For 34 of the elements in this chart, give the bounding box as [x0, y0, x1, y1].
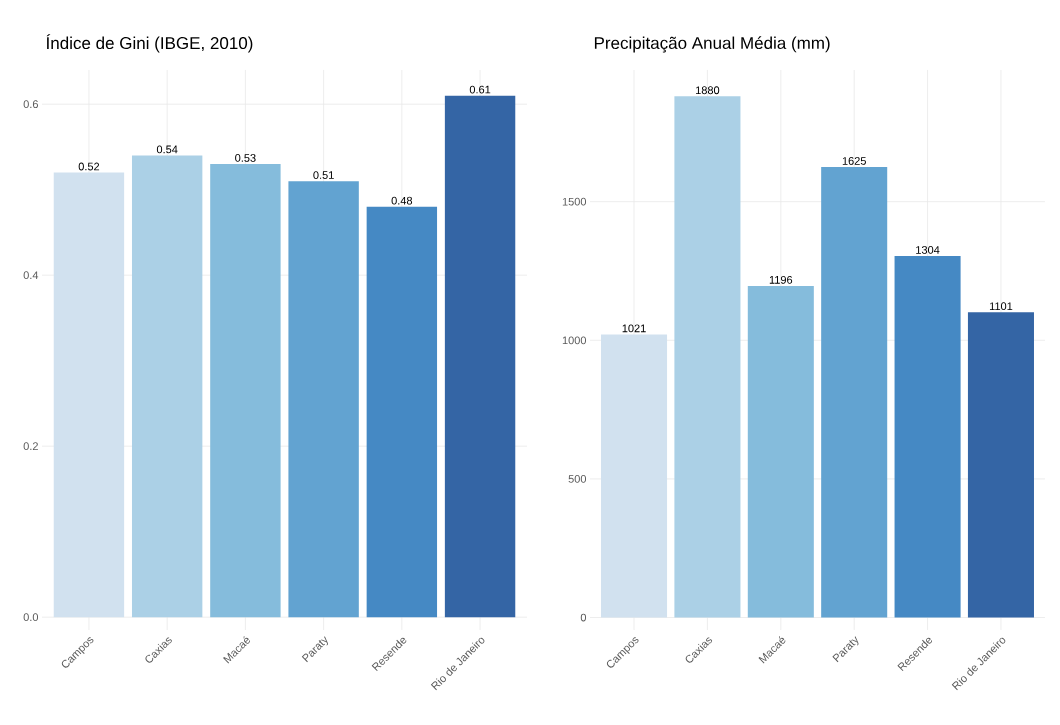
y-tick-label: 0	[580, 613, 587, 622]
y-tick-label: 1500	[562, 197, 587, 206]
bar	[288, 181, 359, 618]
chart-title: Índice de Gini (IBGE, 2010)	[46, 34, 253, 53]
bar	[894, 256, 961, 618]
data-label: 0.53	[235, 154, 256, 162]
y-tick-label: 0.6	[23, 100, 38, 109]
chart-title: Precipitação Anual Média (mm)	[594, 36, 830, 53]
data-label: 1304	[916, 246, 940, 254]
bar	[366, 206, 438, 618]
bar	[53, 172, 125, 618]
y-tick-label: 0.2	[23, 442, 38, 451]
y-tick-label: 1000	[562, 336, 587, 345]
bar	[210, 164, 281, 618]
data-label: 0.52	[78, 162, 100, 171]
data-label: 0.51	[313, 171, 334, 179]
data-label: 1625	[842, 157, 866, 165]
bar	[967, 312, 1034, 618]
y-tick-label: 0.4	[23, 271, 39, 280]
bar	[601, 334, 668, 618]
bar	[821, 167, 888, 618]
data-label: 0.54	[156, 145, 178, 154]
data-label: 1101	[989, 302, 1013, 311]
data-label: 0.48	[391, 196, 413, 205]
data-label: 0.61	[469, 85, 491, 94]
data-label: 1880	[696, 86, 720, 95]
bar	[674, 96, 741, 618]
y-tick-label: 0.0	[23, 613, 39, 622]
y-tick-label: 500	[568, 475, 587, 483]
bar	[444, 95, 516, 618]
bar	[747, 285, 814, 618]
data-label: 1196	[769, 275, 793, 284]
data-label: 1021	[622, 324, 646, 333]
bar	[131, 155, 203, 618]
